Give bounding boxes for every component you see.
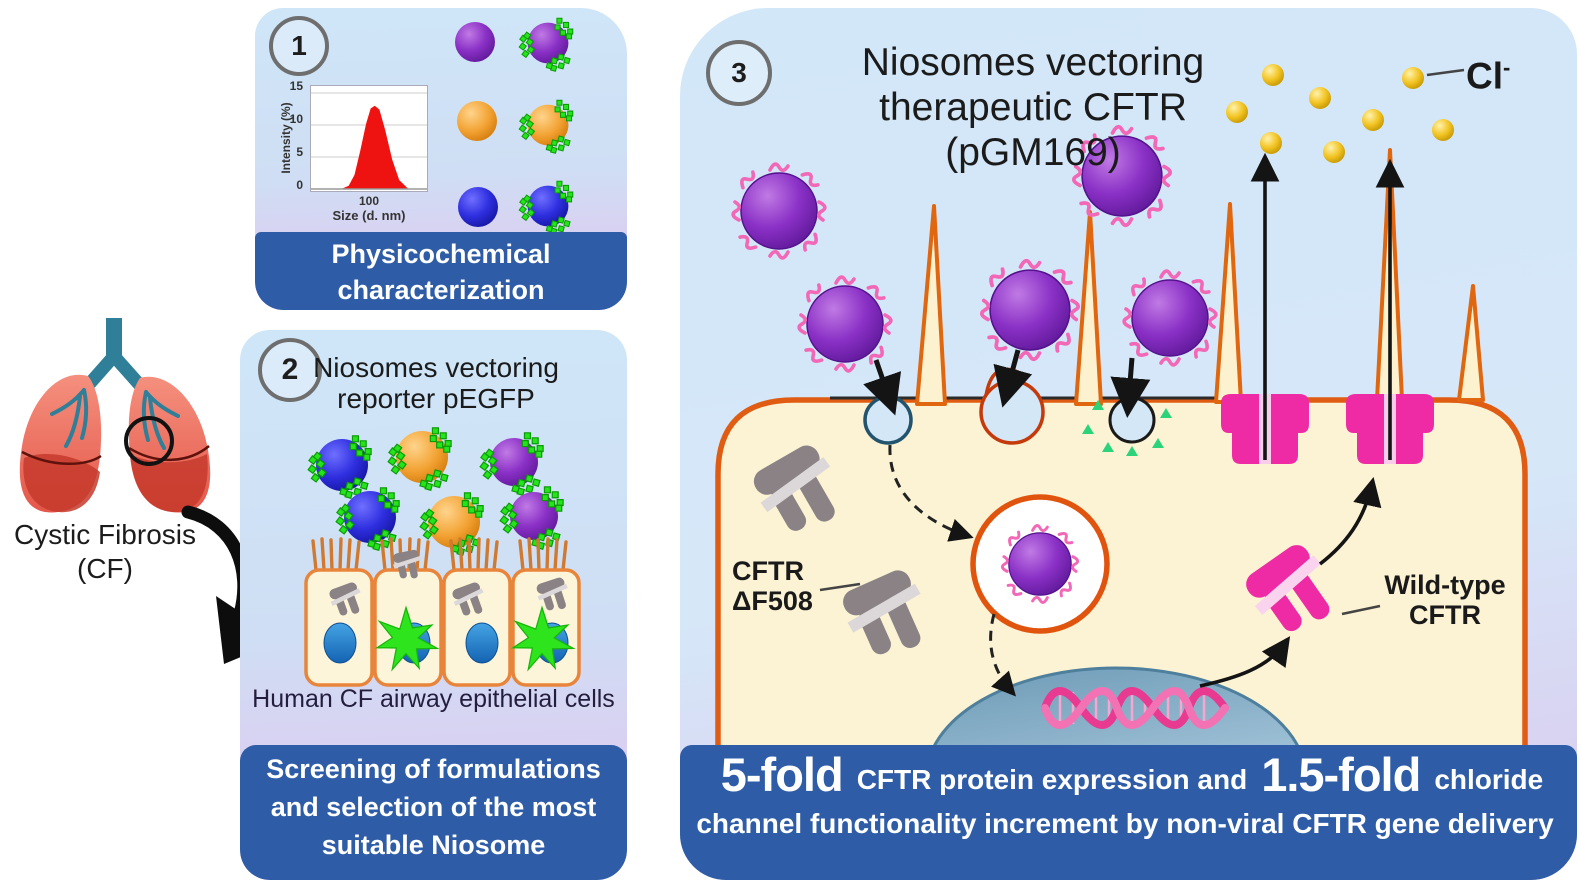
y-tick-5: 5 xyxy=(296,145,303,159)
cftr-wildtype-label-line1: Wild-type xyxy=(1384,570,1506,600)
panel3-banner-text2: chloride channel functionality increment… xyxy=(696,764,1554,839)
step-number-badge: 2 xyxy=(258,338,322,402)
cell-nucleus-icon xyxy=(323,622,357,664)
dna-rungs xyxy=(1058,692,1206,724)
y-tick-10: 10 xyxy=(289,112,303,126)
step-number-1: 1 xyxy=(291,30,307,61)
chloride-symbol: Cl xyxy=(1466,55,1503,97)
niosome-formulations-icons xyxy=(455,12,625,234)
chloride-ion-icon xyxy=(1323,141,1345,163)
niosome-blue-pegfp-icon xyxy=(517,178,578,234)
panel3-banner: 5-fold CFTR protein expression and 1.5-fol… xyxy=(680,745,1577,880)
endocytosis-pit xyxy=(863,395,913,445)
fold-increase-value: 5-fold xyxy=(720,748,844,801)
cilia-icon xyxy=(311,537,568,572)
niosome-uptake-arrow xyxy=(863,349,1151,418)
chloride-ions xyxy=(1226,64,1454,163)
dna-icon xyxy=(1041,687,1229,729)
pegfp-niosomes-icons xyxy=(300,425,600,565)
cystic-fibrosis-label-line2: (CF) xyxy=(77,553,133,584)
niosome-purple-pegfp-icon xyxy=(478,428,550,500)
niosome-pgm169-icon xyxy=(982,261,1078,359)
cftr-mutant-label-line1: CFTR xyxy=(732,556,804,586)
dls-size-distribution-chart xyxy=(310,85,428,192)
step-number-3: 3 xyxy=(731,57,747,88)
chart-y-axis-label: Intensity (%) xyxy=(279,102,293,174)
chloride-ion-icon xyxy=(1432,119,1454,141)
cftr-mutant-label-line2: ΔF508 xyxy=(732,586,813,616)
y-tick-0: 0 xyxy=(296,178,303,192)
endocytosis-pit xyxy=(979,379,1045,445)
epithelial-cells-illustration xyxy=(304,537,581,687)
chloride-ion-icon xyxy=(1402,67,1424,89)
chloride-ion-icon xyxy=(1309,87,1331,109)
endocytosis-pit xyxy=(1108,396,1156,444)
niosome-pgm169-icon xyxy=(1002,526,1077,603)
panel2-caption: Human CF airway epithelial cells xyxy=(252,685,615,713)
panel3-title-line1: Niosomes vectoring xyxy=(861,41,1205,84)
chloride-ion-icon xyxy=(1226,101,1248,123)
panel2-banner-text: Screening of formulations and selection … xyxy=(266,754,601,860)
panel3-banner-text1: CFTR protein expression and xyxy=(856,764,1248,795)
step-number-badge: 3 xyxy=(706,40,772,106)
niosome-purple-icon xyxy=(455,22,495,62)
x-tick-100: 100 xyxy=(358,194,380,208)
size-distribution-peak xyxy=(341,105,409,189)
chloride-label-line xyxy=(1426,68,1465,77)
y-tick-15: 15 xyxy=(289,79,303,93)
niosome-pgm169-icon xyxy=(733,164,825,258)
niosome-blue-pegfp-icon xyxy=(334,483,406,555)
panel1-banner: Physicochemical characterization xyxy=(255,232,627,310)
fold-increase-value: 1.5-fold xyxy=(1261,748,1421,801)
chloride-charge: - xyxy=(1503,55,1511,80)
panel-therapeutic: 3 Niosomes vectoring therapeutic CFTR (p… xyxy=(680,8,1577,880)
panel3-title: Niosomes vectoring therapeutic CFTR (pGM… xyxy=(753,40,1313,175)
endocytosis-markers-icon xyxy=(1082,400,1172,456)
step-number-2: 2 xyxy=(281,353,299,386)
niosome-orange-pegfp-icon xyxy=(517,97,578,158)
panel2-title: Niosomes vectoring reporter pEGFP xyxy=(313,352,559,414)
chloride-ion-icon xyxy=(1260,132,1282,154)
cystic-fibrosis-label: Cystic Fibrosis (CF) xyxy=(5,518,205,586)
panel-physicochemical: 1 Intensity (%) 15 10 5 0 100 Size (d. n… xyxy=(255,8,627,310)
lung-lesion-circle-icon xyxy=(124,416,174,466)
niosome-pgm169-icon xyxy=(1124,271,1216,365)
niosome-blue-pegfp-icon xyxy=(306,431,378,503)
cystic-fibrosis-label-line1: Cystic Fibrosis xyxy=(13,519,196,550)
expression-pathway-arrow xyxy=(1199,476,1382,688)
niosome-orange-icon xyxy=(457,101,497,141)
niosome-blue-icon xyxy=(458,187,498,227)
dls-chart-plot xyxy=(311,92,427,190)
panel2-banner: Screening of formulations and selection … xyxy=(240,745,627,880)
niosome-pgm169-icon xyxy=(799,277,891,371)
panel3-title-line2: therapeutic CFTR xyxy=(879,86,1187,129)
chloride-ion-icon xyxy=(1362,109,1384,131)
endocytosis-pathway-arrow xyxy=(888,444,1016,697)
panel3-title-line3: (pGM169) xyxy=(945,131,1121,174)
airway-cell-membrane xyxy=(715,397,1528,771)
chart-x-axis-label: Size (d. nm) xyxy=(332,208,406,223)
chloride-ion-icon xyxy=(1262,64,1284,86)
mutant-label-line xyxy=(819,582,861,592)
step-number-badge: 1 xyxy=(269,16,329,76)
niosome-orange-pegfp-icon xyxy=(386,425,458,496)
niosome-purple-pegfp-icon xyxy=(498,482,570,554)
wildtype-label-line xyxy=(1341,604,1381,616)
cftr-wildtype-label-line2: CFTR xyxy=(1409,600,1481,630)
niosome-orange-pegfp-icon xyxy=(418,488,490,560)
panel-screening: 2 Niosomes vectoring reporter pEGFP xyxy=(240,330,627,880)
cell-nucleus-icon xyxy=(465,622,499,664)
niosome-purple-pegfp-icon xyxy=(517,15,578,76)
panel1-banner-text: Physicochemical characterization xyxy=(331,239,551,305)
cftr-mutant-label: CFTR ΔF508 xyxy=(732,556,813,616)
chloride-label: Cl- xyxy=(1466,50,1510,94)
cftr-wildtype-label: Wild-type CFTR xyxy=(1380,570,1510,630)
lungs-icon xyxy=(19,318,211,513)
